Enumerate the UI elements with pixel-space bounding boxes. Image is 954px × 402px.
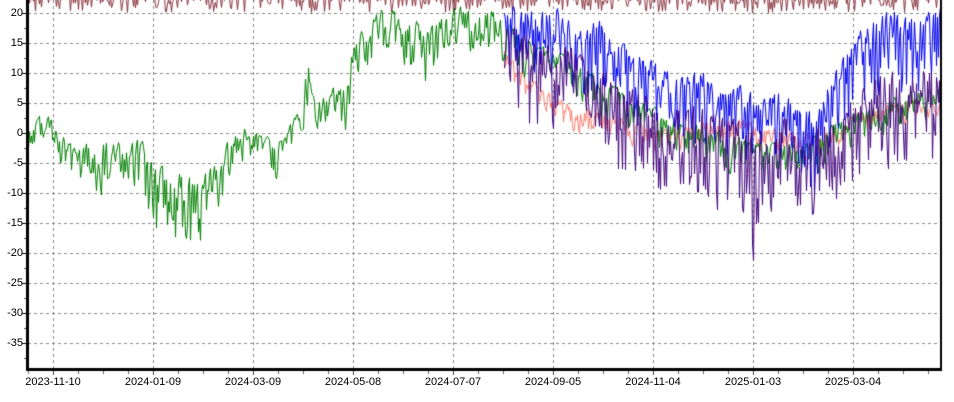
y-tick-label: 15 (10, 37, 23, 49)
y-tick-label: 0 (16, 127, 23, 139)
x-tick-label: 2025-01-03 (724, 376, 782, 388)
y-tick-label: 20 (10, 7, 23, 19)
x-tick-label: 2024-11-04 (625, 376, 681, 388)
y-tick-label: -30 (7, 307, 23, 319)
x-tick-label: 2024-03-09 (224, 376, 282, 388)
x-tick-label: 2023-11-10 (25, 376, 81, 388)
y-tick-label: -20 (7, 247, 23, 259)
x-tick-label: 2025-03-04 (824, 376, 882, 388)
y-tick-label: 10 (10, 67, 23, 79)
y-tick-label: -5 (13, 157, 23, 169)
y-tick-label: -25 (7, 277, 23, 289)
x-tick-label: 2024-05-08 (324, 376, 382, 388)
y-tick-label: -35 (7, 337, 23, 349)
x-tick-label: 2024-09-05 (524, 376, 582, 388)
y-tick-label: -15 (7, 217, 23, 229)
y-tick-label: -10 (7, 187, 23, 199)
y-tick-label: 5 (16, 97, 23, 109)
x-tick-label: 2024-01-09 (124, 376, 182, 388)
x-tick-label: 2024-07-07 (424, 376, 482, 388)
